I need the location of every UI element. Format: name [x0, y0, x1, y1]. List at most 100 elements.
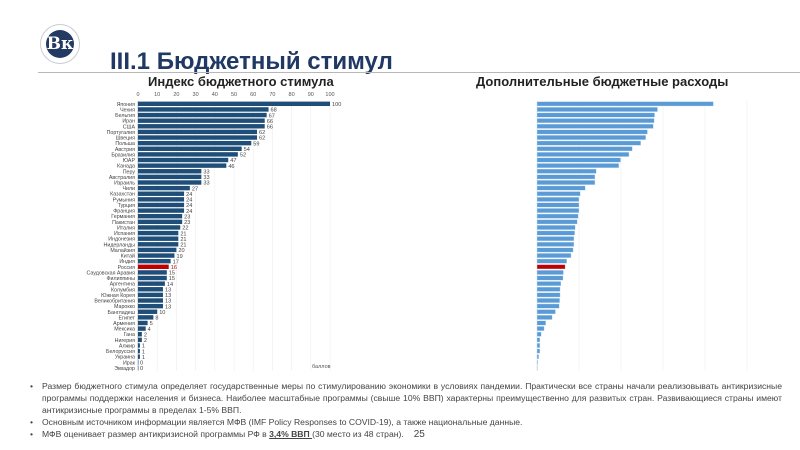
note-item: Основным источником информации является … [30, 416, 782, 428]
page-title: III.1 Бюджетный стимул [110, 48, 393, 75]
data-label: 13 [165, 299, 171, 305]
data-label: 1 [142, 349, 145, 355]
data-label: 24 [186, 198, 192, 204]
bar [536, 314, 553, 320]
bar [536, 281, 562, 287]
data-label: 10 [159, 310, 165, 316]
category-label: Австрия [115, 147, 135, 153]
bar [536, 359, 539, 365]
bar [536, 331, 542, 337]
bar [138, 214, 183, 219]
x-tick-label: 0 [136, 92, 139, 98]
data-label: 2 [144, 338, 147, 344]
category-label: Румыния [113, 197, 135, 203]
data-label: 0 [140, 366, 143, 372]
bar [536, 107, 658, 112]
bar [536, 191, 581, 197]
bar [536, 354, 539, 360]
title-divider [38, 72, 800, 73]
category-label: Индонезия [108, 237, 135, 243]
bar [536, 213, 579, 219]
x-tick-label: 50 [231, 92, 237, 98]
bar [138, 303, 163, 309]
bar [138, 152, 238, 157]
bar [536, 185, 586, 191]
data-label: 21 [180, 231, 186, 237]
bar [536, 101, 714, 107]
data-label: 62 [259, 136, 265, 142]
bar [536, 286, 561, 292]
bar [138, 118, 265, 123]
bar [138, 298, 163, 303]
bar [536, 129, 648, 135]
category-label: Саудовская Аравия [87, 270, 136, 276]
category-label: ЮАР [123, 158, 136, 164]
category-label: Аргентина [110, 282, 135, 288]
category-label: Германия [111, 214, 135, 220]
data-label: 24 [186, 209, 192, 215]
bar [536, 337, 541, 343]
note-item: МФВ оценивает размер антикризисной прогр… [30, 428, 782, 441]
bar [138, 337, 142, 343]
category-label: Франция [113, 209, 135, 215]
category-label: Россия [118, 265, 136, 271]
category-label: Малайзия [110, 247, 135, 254]
bar [536, 196, 580, 202]
category-label: Южная Корея [101, 293, 135, 299]
bar [536, 247, 574, 253]
data-label: 33 [203, 175, 209, 181]
data-label: 13 [165, 287, 171, 293]
category-label: Индия [119, 259, 135, 265]
bar [536, 348, 541, 354]
category-label: Великобритания [94, 299, 135, 305]
bar [138, 219, 183, 225]
x-tick-label: 20 [173, 92, 179, 98]
bar [138, 135, 258, 140]
bar [536, 219, 578, 225]
bar [138, 180, 202, 185]
bar [536, 236, 575, 242]
category-label: Канада [117, 164, 135, 170]
right-chart-title: Дополнительные бюджетные расходы [476, 74, 729, 89]
bar [138, 332, 142, 337]
bar [138, 129, 258, 135]
bar [138, 140, 252, 146]
note-emphasis: 3,4% ВВП [269, 429, 313, 439]
bar [536, 123, 654, 129]
category-label: США [123, 124, 136, 130]
x-tick-label: 10 [154, 92, 160, 98]
data-label: 16 [171, 265, 177, 271]
category-label: Нидерланды [104, 242, 136, 248]
bar [138, 236, 179, 241]
category-label: Турция [118, 203, 135, 209]
data-label: 4 [148, 327, 151, 333]
bar [536, 168, 597, 174]
category-label: Польша [115, 141, 135, 147]
category-label: Италия [117, 225, 135, 231]
bar [138, 247, 177, 253]
bar [138, 124, 265, 129]
bar [536, 157, 621, 163]
bar [138, 197, 185, 202]
x-tick-label: 60 [250, 92, 256, 98]
category-label: Израиль [114, 181, 135, 187]
x-tick-label: 80 [289, 92, 295, 98]
bar [138, 275, 167, 281]
bar [536, 253, 572, 258]
data-label: 54 [244, 147, 250, 153]
note-text: Основным источником информации является … [42, 417, 523, 427]
data-label: 66 [267, 125, 273, 131]
university-logo: Вк [40, 24, 80, 64]
bar [138, 281, 165, 286]
data-label: 46 [228, 164, 234, 170]
data-label: 24 [186, 192, 192, 198]
bar [138, 348, 140, 354]
data-label: 33 [203, 169, 209, 175]
category-label: Эквадор [114, 366, 135, 372]
category-label: Казахстан [110, 192, 135, 198]
bar [138, 315, 154, 320]
data-label: 15 [169, 276, 175, 282]
category-label: Армения [113, 321, 135, 327]
notes-list: Размер бюджетного стимула определяет гос… [30, 380, 782, 441]
data-label: 52 [240, 153, 246, 159]
